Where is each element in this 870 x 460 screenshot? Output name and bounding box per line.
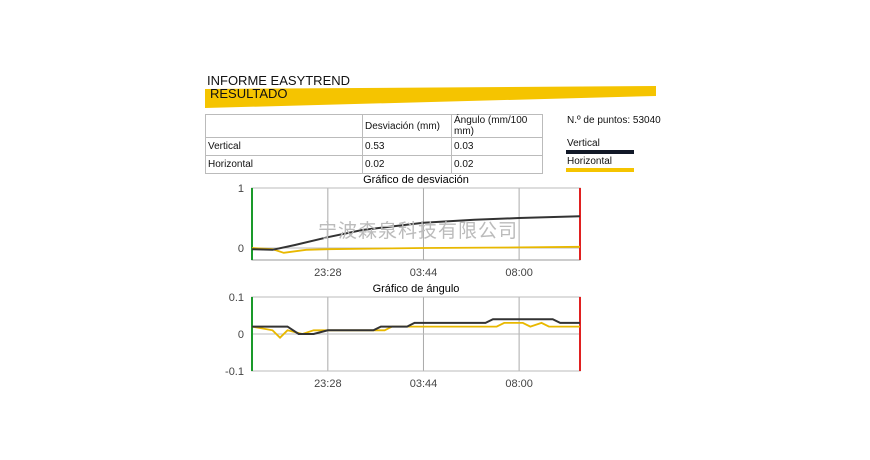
watermark: 宁波森泉科技有限公司: [318, 221, 519, 242]
legend-horizontal-swatch: [566, 168, 634, 172]
legend-horizontal-label: Horizontal: [567, 156, 613, 167]
section-band: [205, 86, 656, 108]
table-header-row: Desviación (mm) Ángulo (mm/100 mm): [205, 114, 543, 138]
series-horizontal: [251, 321, 580, 339]
y-tick-label: 0: [238, 329, 244, 341]
header-cell: Ángulo (mm/100 mm): [451, 114, 543, 138]
series-vertical: [252, 318, 580, 335]
legend-vertical-swatch: [566, 150, 634, 154]
chart-title: Gráfico de desviación: [363, 174, 469, 186]
chart-0: Gráfico de desviación 23:28 03:44 08:00 1 0: [238, 174, 581, 279]
chart-title: Gráfico de ángulo: [373, 283, 460, 295]
points-count: N.º de puntos: 53040: [567, 115, 661, 126]
x-tick-label: 23:28: [314, 378, 342, 390]
results-table: Desviación (mm) Ángulo (mm/100 mm) Verti…: [205, 114, 543, 174]
chart-1: Gráfico de ángulo 23:28 03:44 08:00 0.1 0 -0.1: [225, 283, 581, 390]
report-title: INFORME EASYTREND: [207, 73, 351, 88]
y-tick-label: 0.1: [229, 292, 244, 304]
x-tick-label: 08:00: [505, 378, 533, 390]
section-title: RESULTADO: [210, 86, 288, 101]
y-tick-label: 1: [238, 183, 244, 195]
cell: 0.02: [451, 155, 543, 174]
legend-vertical-label: Vertical: [567, 138, 600, 149]
series-vertical: [251, 215, 581, 251]
x-tick-label: 23:28: [314, 267, 342, 279]
x-tick-label: 08:00: [505, 267, 533, 279]
table-row: Horizontal 0.02 0.02: [205, 155, 543, 174]
x-tick-label: 03:44: [410, 267, 438, 279]
x-tick-label: 03:44: [410, 378, 438, 390]
y-tick-label: -0.1: [225, 366, 244, 378]
y-tick-label: 0: [238, 243, 244, 255]
